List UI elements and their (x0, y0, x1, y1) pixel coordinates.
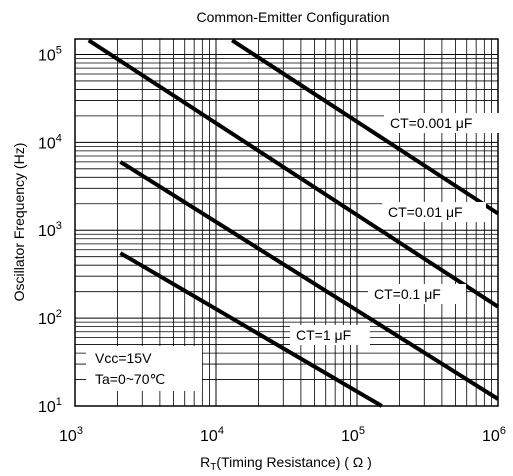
series-lines (87, 38, 500, 408)
y-tick-exp: 1 (56, 396, 62, 408)
y-tick-exp: 2 (56, 308, 62, 320)
note-ta: Ta=0~70℃ (95, 371, 165, 387)
chart-title: Common-Emitter Configuration (197, 9, 390, 25)
y-tick-base: 10 (38, 311, 56, 328)
y-tick-exp: 4 (56, 132, 62, 144)
y-tick-exp: 3 (56, 220, 62, 232)
y-tick-base: 10 (38, 399, 56, 416)
curve-label-bg (290, 325, 370, 345)
x-tick-label-3: 106 (482, 425, 506, 445)
curve-label-ct-0001: CT=0.001 μF (390, 115, 472, 131)
curve-label-ct-1: CT=1 μF (296, 327, 351, 343)
y-tick-base: 10 (38, 223, 56, 240)
plot-frame (74, 38, 499, 407)
y-tick-label-1: 102 (38, 308, 62, 328)
curve-label-bg (368, 284, 466, 304)
curve-label-ct-01: CT=0.1 μF (374, 286, 441, 302)
x-tick-exp: 6 (500, 425, 506, 437)
x-tick-labels: 103 104 105 106 (59, 425, 506, 445)
x-tick-label-0: 103 (59, 425, 83, 445)
curve-label-ct-001: CT=0.01 μF (388, 204, 463, 220)
series-line-1 (87, 38, 500, 309)
x-tick-exp: 3 (77, 425, 83, 437)
x-tick-label-2: 105 (341, 425, 365, 445)
y-axis-label: Oscillator Frequency (Hz) (11, 143, 27, 302)
curve-label-3: CT=1 μF (290, 325, 370, 345)
curve-label-bg (382, 202, 486, 222)
x-axis-label-sub: T (210, 462, 216, 473)
curve-label-bg (384, 113, 500, 133)
y-tick-label-0: 101 (38, 396, 62, 416)
x-tick-base: 10 (200, 428, 218, 445)
y-tick-exp: 5 (56, 44, 62, 56)
curve-label-2: CT=0.1 μF (368, 284, 466, 304)
series-line-2 (119, 160, 500, 401)
x-axis-label: RT(Timing Resistance) ( Ω ) (200, 454, 372, 473)
condition-note-bg (86, 346, 202, 391)
x-tick-label-1: 104 (200, 425, 224, 445)
x-tick-base: 10 (59, 428, 77, 445)
x-axis-label-rest: (Timing Resistance) ( Ω ) (216, 454, 371, 470)
y-tick-label-3: 104 (38, 132, 62, 152)
series-line-0 (231, 38, 500, 216)
curve-label-1: CT=0.01 μF (382, 202, 486, 222)
y-tick-base: 10 (38, 47, 56, 64)
y-tick-label-4: 105 (38, 44, 62, 64)
y-tick-base: 10 (38, 135, 56, 152)
x-axis-label-main: R (200, 454, 210, 470)
x-tick-exp: 5 (359, 425, 365, 437)
y-tick-label-2: 103 (38, 220, 62, 240)
x-tick-base: 10 (482, 428, 500, 445)
note-vcc: Vcc=15V (95, 350, 152, 366)
curve-label-0: CT=0.001 μF (384, 113, 500, 133)
x-tick-base: 10 (341, 428, 359, 445)
x-tick-exp: 4 (218, 425, 224, 437)
condition-note: Vcc=15V Ta=0~70℃ (86, 346, 202, 391)
series-line-3 (119, 251, 383, 408)
